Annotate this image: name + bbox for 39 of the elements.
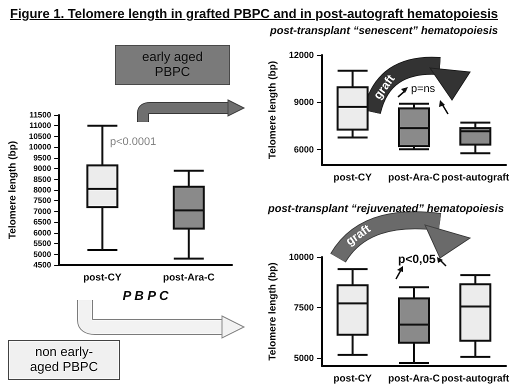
annotation: p<0.0001	[110, 136, 156, 148]
x-tick-label: post-CY	[333, 172, 372, 184]
y-tick-label: 7500	[33, 196, 52, 206]
y-tick-label: 10000	[28, 142, 52, 152]
chart-title: post-transplant “senescent” hematopoiesis	[270, 25, 498, 37]
y-tick-label: 6500	[33, 218, 52, 227]
y-axis-title: Telomere length (bp)	[268, 262, 278, 361]
y-tick-label: 5000	[294, 352, 314, 363]
y-tick-label: 4500	[33, 260, 52, 270]
y-tick-label: 7000	[33, 206, 52, 216]
y-tick-label: 6000	[294, 144, 314, 154]
y-tick-label: 9000	[33, 164, 52, 174]
y-tick-label: 9000	[294, 97, 314, 108]
annotation: p<0,05	[398, 252, 436, 266]
y-tick-label: 6000	[33, 228, 52, 238]
x-tick-label: post-Ara-C	[162, 272, 215, 284]
y-tick-label: 11000	[29, 121, 52, 130]
x-tick-label: post-Ara-C	[388, 374, 440, 384]
annotation: p=ns	[411, 83, 436, 95]
y-tick-label: 5000	[33, 250, 52, 259]
y-tick-label: 5500	[33, 239, 52, 248]
y-axis-title: Telomere length (bp)	[8, 140, 18, 240]
y-axis-title: Telomere length (bp)	[268, 60, 278, 160]
y-tick-label: 9500	[33, 153, 52, 162]
chart-title: post-transplant “rejuvenated” hematopoiesis	[268, 203, 504, 215]
x-tick-label: post-autograft	[441, 374, 510, 384]
y-tick-label: 10000	[288, 252, 314, 262]
x-axis-title: P B P C	[122, 288, 170, 303]
y-tick-label: 11500	[29, 110, 52, 120]
y-tick-label: 8000	[33, 186, 52, 194]
y-tick-label: 10500	[28, 132, 52, 141]
y-tick-label: 12000	[288, 50, 314, 60]
x-tick-label: post-Ara-C	[388, 172, 440, 184]
x-tick-label: post-autograft	[441, 172, 510, 184]
y-tick-label: 7500	[294, 302, 314, 312]
y-tick-label: 8500	[33, 174, 52, 184]
x-tick-label: post-CY	[333, 374, 372, 384]
x-tick-label: post-CY	[83, 272, 122, 284]
chart-title: Figure 1. Telomere length in grafted PBPC and in post-autograft hematopoiesis	[10, 6, 498, 21]
